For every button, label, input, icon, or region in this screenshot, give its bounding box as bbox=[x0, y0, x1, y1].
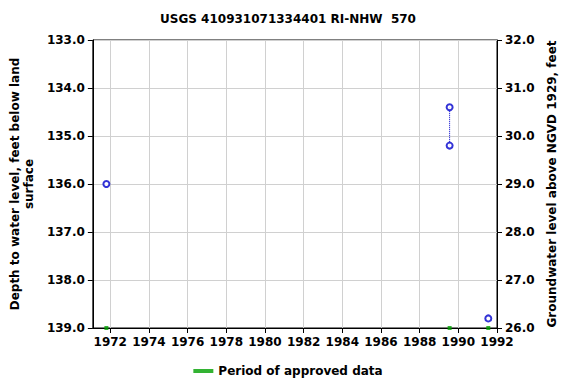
svg-text:32.0: 32.0 bbox=[505, 33, 535, 47]
svg-text:26.0: 26.0 bbox=[505, 321, 535, 335]
svg-text:1982: 1982 bbox=[287, 335, 320, 349]
svg-text:1978: 1978 bbox=[210, 335, 243, 349]
svg-text:134.0: 134.0 bbox=[47, 81, 85, 95]
svg-text:1972: 1972 bbox=[94, 335, 127, 349]
svg-text:1986: 1986 bbox=[364, 335, 397, 349]
svg-text:136.0: 136.0 bbox=[47, 177, 85, 191]
svg-text:1984: 1984 bbox=[326, 335, 359, 349]
svg-text:1990: 1990 bbox=[442, 335, 475, 349]
svg-text:Depth to water level, feet bel: Depth to water level, feet below land bbox=[8, 58, 22, 311]
svg-text:29.0: 29.0 bbox=[505, 177, 535, 191]
svg-text:31.0: 31.0 bbox=[505, 81, 535, 95]
svg-text:surface: surface bbox=[22, 159, 36, 209]
svg-text:138.0: 138.0 bbox=[47, 273, 85, 287]
svg-text:1974: 1974 bbox=[132, 335, 165, 349]
svg-text:Groundwater level above NGVD 1: Groundwater level above NGVD 1929, feet bbox=[545, 40, 559, 327]
svg-text:USGS 410931071334401 RI-NHW 5: USGS 410931071334401 RI-NHW 570 bbox=[160, 12, 416, 26]
svg-text:30.0: 30.0 bbox=[505, 129, 535, 143]
svg-text:1988: 1988 bbox=[403, 335, 436, 349]
svg-text:1980: 1980 bbox=[248, 335, 281, 349]
svg-text:28.0: 28.0 bbox=[505, 225, 535, 239]
svg-text:Period of approved data: Period of approved data bbox=[218, 364, 382, 378]
svg-text:135.0: 135.0 bbox=[47, 129, 85, 143]
svg-text:137.0: 137.0 bbox=[47, 225, 85, 239]
svg-text:1976: 1976 bbox=[171, 335, 204, 349]
svg-text:27.0: 27.0 bbox=[505, 273, 535, 287]
svg-text:133.0: 133.0 bbox=[47, 33, 85, 47]
svg-text:1992: 1992 bbox=[480, 335, 513, 349]
svg-text:139.0: 139.0 bbox=[47, 321, 85, 335]
